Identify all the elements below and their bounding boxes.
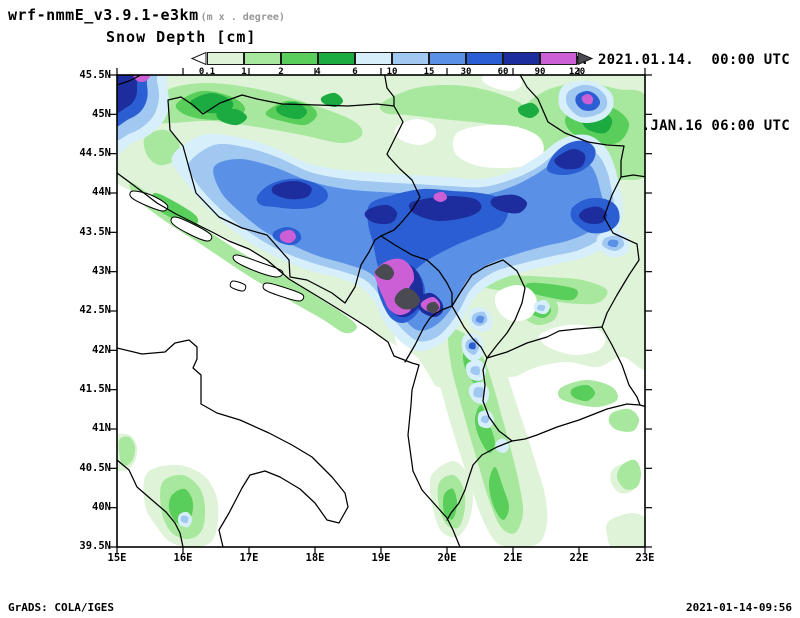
legend-swatch-0.1 xyxy=(207,52,244,65)
legend-swatch-90 xyxy=(540,52,577,65)
lon-label: 15E xyxy=(107,552,127,564)
lat-label: 39.5N xyxy=(79,540,111,553)
colorbar xyxy=(191,52,611,65)
legend-level-label: 30 xyxy=(460,67,472,77)
legend-level-label: 15 xyxy=(423,67,435,77)
creation-timestamp: 2021-01-14-09:56 xyxy=(686,601,792,614)
legend-level-label: 2 xyxy=(278,67,284,77)
legend-swatch-1 xyxy=(244,52,281,65)
grid-units-note: (m x . degree) xyxy=(200,12,285,23)
lat-label: 45N xyxy=(92,107,111,120)
lat-label: 40N xyxy=(92,501,111,514)
legend-level-label: 10 xyxy=(386,67,398,77)
legend-level-label: 1 xyxy=(241,67,247,77)
lat-label: 43.5N xyxy=(79,225,111,238)
legend-swatch-2 xyxy=(281,52,318,65)
legend-swatch-60 xyxy=(503,52,540,65)
legend-level-label: 60 xyxy=(497,67,509,77)
lat-label: 43N xyxy=(92,265,111,278)
legend-level-label: 120 xyxy=(568,67,586,77)
lat-label: 44.5N xyxy=(79,147,111,160)
legend-level-label: 0.1 xyxy=(198,67,216,77)
lat-label: 42N xyxy=(92,343,111,356)
colorbar-legend: 0.1 1 2 4 6 10 15 30 60 90 120 xyxy=(191,52,611,82)
lat-label: 41.5N xyxy=(79,383,111,396)
model-title: wrf-nmmE_v3.9.1-e3km (m x . degree) xyxy=(8,6,285,24)
lon-label: 22E xyxy=(569,552,589,564)
lon-label: 19E xyxy=(371,552,391,564)
legend-arrow-right-icon xyxy=(577,52,593,65)
legend-swatch-4 xyxy=(318,52,355,65)
legend-swatch-10 xyxy=(392,52,429,65)
legend-swatch-30 xyxy=(466,52,503,65)
legend-swatch-15 xyxy=(429,52,466,65)
map-plot xyxy=(110,68,652,554)
lat-label: 41N xyxy=(92,422,111,435)
lon-label: 20E xyxy=(437,552,457,564)
field-title: Snow Depth [cm] xyxy=(106,28,257,46)
legend-swatch-6 xyxy=(355,52,392,65)
lat-label: 45.5N xyxy=(79,68,111,81)
legend-level-label: 6 xyxy=(352,67,358,77)
legend-arrow-left-icon xyxy=(191,52,207,65)
legend-level-label: 4 xyxy=(315,67,321,77)
grads-credit: GrADS: COLA/IGES xyxy=(8,601,114,614)
lat-label: 42.5N xyxy=(79,304,111,317)
model-name: wrf-nmmE_v3.9.1-e3km xyxy=(8,6,199,24)
lon-label: 16E xyxy=(173,552,193,564)
lon-label: 23E xyxy=(635,552,655,564)
snow-depth-field xyxy=(117,75,645,547)
lat-label: 40.5N xyxy=(79,461,111,474)
lon-label: 21E xyxy=(503,552,523,564)
lon-label: 17E xyxy=(239,552,259,564)
lon-label: 18E xyxy=(305,552,325,564)
legend-level-label: 90 xyxy=(534,67,546,77)
lat-label: 44N xyxy=(92,186,111,199)
